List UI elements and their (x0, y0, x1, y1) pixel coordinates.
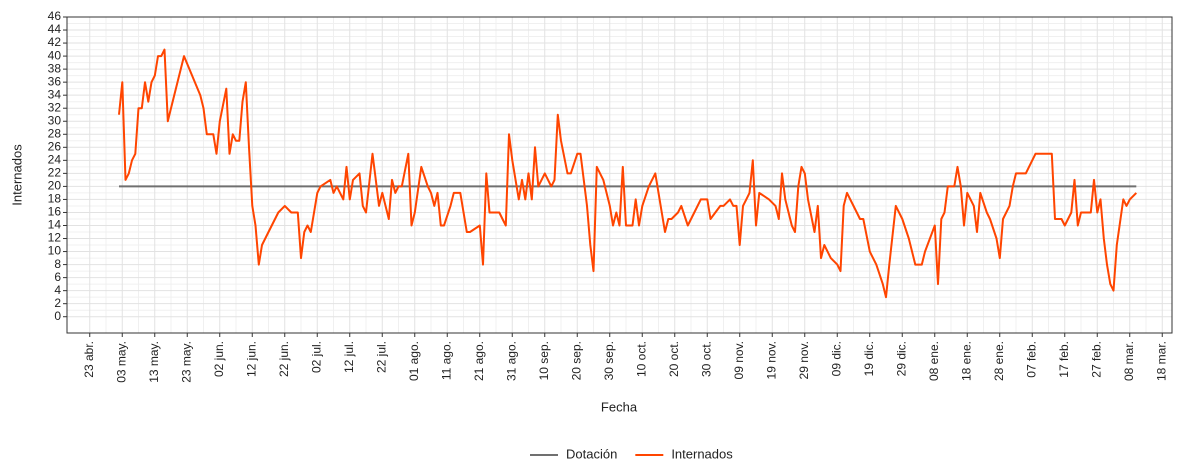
legend-label: Internados (671, 446, 733, 461)
y-tick-label: 10 (48, 244, 62, 258)
y-tick-label: 20 (48, 179, 62, 193)
x-tick-label: 01 ago. (407, 341, 421, 381)
x-tick-label: 28 ene. (992, 341, 1006, 381)
x-tick-label: 27 feb. (1089, 341, 1103, 378)
x-tick-label: 09 nov. (732, 341, 746, 379)
x-tick-label: 22 jul. (374, 341, 388, 373)
y-tick-label: 12 (48, 231, 62, 245)
y-tick-label: 6 (54, 270, 61, 284)
x-tick-label: 29 nov. (797, 341, 811, 379)
x-tick-label: 20 oct. (667, 341, 681, 377)
x-tick-label: 31 ago. (504, 341, 518, 381)
x-tick-label: 18 ene. (959, 341, 973, 381)
x-tick-label: 13 may. (147, 341, 161, 383)
x-tick-label: 07 feb. (1024, 341, 1038, 378)
y-tick-label: 34 (48, 87, 62, 101)
y-tick-label: 42 (48, 35, 62, 49)
x-tick-label: 23 abr. (82, 341, 96, 378)
y-tick-label: 0 (54, 309, 61, 323)
x-tick-label: 03 may. (114, 341, 128, 383)
plot-background (67, 17, 1172, 333)
legend: Dotación Internados (530, 446, 733, 461)
x-tick-label: 09 dic. (829, 341, 843, 376)
plot-frame (66, 16, 1173, 334)
y-tick-label: 26 (48, 139, 62, 153)
y-tick-label: 16 (48, 205, 62, 219)
legend-label: Dotación (566, 446, 617, 461)
y-tick-label: 30 (48, 113, 62, 127)
y-tick-label: 38 (48, 61, 62, 75)
x-tick-label: 08 mar. (1122, 341, 1136, 381)
y-tick-label: 36 (48, 74, 62, 88)
x-tick-label: 20 sep. (569, 341, 583, 380)
x-tick-label: 02 jun. (212, 341, 226, 377)
x-tick-label: 22 jun. (277, 341, 291, 377)
x-tick-label: 17 feb. (1057, 341, 1071, 378)
x-tick-label: 18 mar. (1154, 341, 1168, 381)
y-tick-label: 28 (48, 126, 62, 140)
y-tick-label: 44 (48, 22, 62, 36)
y-tick-label: 24 (48, 153, 62, 167)
y-tick-label: 14 (48, 218, 62, 232)
x-tick-label: 30 oct. (699, 341, 713, 377)
y-tick-label: 32 (48, 100, 62, 114)
y-tick-label: 40 (48, 48, 62, 62)
y-axis-title: Internados (9, 144, 24, 206)
x-tick-label: 02 jul. (309, 341, 323, 373)
y-tick-label: 8 (54, 257, 61, 271)
x-tick-label: 11 ago. (439, 341, 453, 380)
x-tick-label: 10 sep. (537, 341, 551, 380)
y-tick-label: 4 (54, 283, 61, 297)
x-tick-label: 12 jul. (342, 341, 356, 373)
x-tick-label: 21 ago. (472, 341, 486, 381)
x-tick-label: 10 oct. (634, 341, 648, 377)
x-tick-label: 12 jun. (244, 341, 258, 377)
y-tick-label: 18 (48, 192, 62, 206)
line-series (118, 48, 1138, 299)
x-tick-label: 19 nov. (764, 341, 778, 379)
x-tick-label: 30 sep. (602, 341, 616, 380)
x-tick-label: 23 may. (179, 341, 193, 383)
y-tick-label: 46 (48, 9, 62, 23)
x-tick-label: 29 dic. (894, 341, 908, 376)
x-axis-title: Fecha (601, 399, 638, 414)
x-tick-label: 08 ene. (927, 341, 941, 381)
y-tick-label: 2 (54, 296, 61, 310)
y-tick-label: 22 (48, 166, 62, 180)
x-tick-label: 19 dic. (862, 341, 876, 376)
